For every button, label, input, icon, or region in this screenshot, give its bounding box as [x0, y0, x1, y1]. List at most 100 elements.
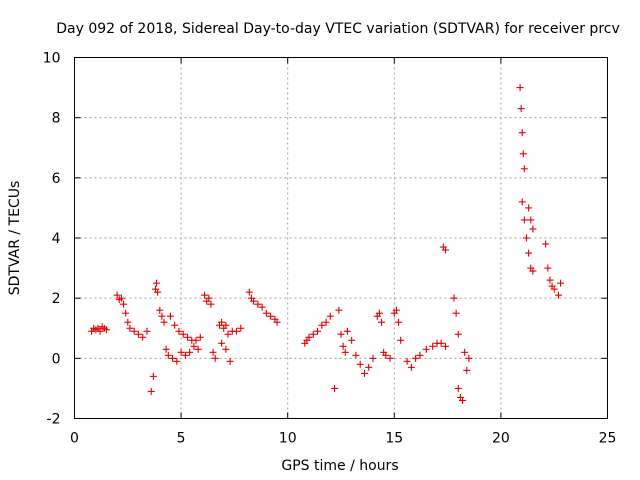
data-point — [375, 309, 383, 317]
data-point — [518, 198, 526, 206]
y-tick-label: -2 — [47, 412, 61, 428]
data-point — [520, 165, 528, 173]
data-point — [518, 129, 526, 137]
data-point — [96, 327, 104, 335]
data-point — [162, 345, 170, 353]
data-point — [207, 300, 215, 308]
data-point — [153, 279, 161, 287]
x-tick-label: 10 — [279, 431, 297, 447]
data-point — [196, 333, 204, 341]
data-point — [527, 216, 535, 224]
data-point — [309, 330, 317, 338]
data-point — [102, 326, 110, 334]
data-point — [218, 339, 226, 347]
data-point — [318, 321, 326, 329]
data-point — [525, 249, 533, 257]
x-axis-label: GPS time / hours — [281, 458, 398, 474]
data-point — [441, 342, 449, 350]
x-tick-label: 20 — [492, 431, 510, 447]
data-point — [542, 240, 550, 248]
data-point — [262, 309, 270, 317]
data-point — [209, 348, 217, 356]
data-point — [454, 330, 462, 338]
data-point — [529, 267, 537, 275]
data-point — [331, 384, 339, 392]
data-point — [416, 351, 424, 359]
data-point — [164, 351, 172, 359]
data-point — [386, 354, 394, 362]
data-point — [516, 84, 524, 92]
data-point — [314, 327, 322, 335]
data-point — [397, 336, 405, 344]
data-point — [461, 348, 469, 356]
data-point — [465, 354, 473, 362]
data-point — [224, 330, 232, 338]
data-point — [422, 345, 430, 353]
data-point — [529, 225, 537, 233]
data-point — [139, 333, 147, 341]
chart-title: Day 092 of 2018, Sidereal Day-to-day VTE… — [56, 21, 620, 37]
data-point — [305, 333, 313, 341]
axis-ticks — [74, 57, 608, 419]
data-point — [183, 333, 191, 341]
data-point — [130, 327, 138, 335]
data-point — [557, 279, 565, 287]
data-point — [158, 312, 166, 320]
data-point — [412, 354, 420, 362]
data-point — [360, 369, 368, 377]
y-tick-labels: -2 0 2 4 6 8 10 — [43, 51, 61, 428]
y-tick-label: 2 — [52, 291, 61, 307]
data-point — [173, 357, 181, 365]
y-axis-label: SDTVAR / TECUs — [7, 181, 23, 296]
data-point — [218, 318, 226, 326]
data-point — [166, 312, 174, 320]
data-point — [192, 336, 200, 344]
y-tick-label: 10 — [43, 51, 61, 67]
data-point — [117, 294, 125, 302]
data-point — [233, 327, 241, 335]
data-point — [186, 348, 194, 356]
data-point — [517, 105, 525, 113]
data-point — [339, 342, 347, 350]
data-points — [88, 84, 565, 404]
y-tick-label: 0 — [52, 351, 61, 367]
data-point — [113, 291, 121, 299]
data-point — [175, 327, 183, 335]
data-point — [322, 318, 330, 326]
x-tick-labels: 0 5 10 15 20 25 — [70, 431, 616, 447]
data-point — [352, 351, 360, 359]
data-point — [273, 318, 281, 326]
data-point — [437, 339, 445, 347]
data-point — [201, 291, 209, 299]
data-point — [459, 396, 467, 404]
data-point — [143, 327, 151, 335]
data-point — [267, 312, 275, 320]
data-point — [120, 300, 128, 308]
data-point — [544, 264, 552, 272]
data-point — [124, 318, 132, 326]
data-point — [177, 348, 185, 356]
data-point — [525, 204, 533, 212]
data-point — [378, 318, 386, 326]
data-point — [335, 306, 343, 314]
data-point — [222, 345, 230, 353]
data-point — [395, 318, 403, 326]
data-point — [222, 321, 230, 329]
data-point — [341, 348, 349, 356]
data-point — [403, 357, 411, 365]
data-point — [254, 300, 262, 308]
data-point — [160, 318, 168, 326]
data-point — [245, 288, 253, 296]
data-point — [250, 297, 258, 305]
data-point — [429, 342, 437, 350]
data-point — [365, 363, 373, 371]
data-point — [343, 327, 351, 335]
data-point — [326, 312, 334, 320]
y-tick-label: 8 — [52, 111, 61, 127]
data-point — [237, 324, 245, 332]
x-tick-label: 15 — [385, 431, 403, 447]
data-point — [226, 357, 234, 365]
data-point — [519, 150, 527, 158]
data-point — [149, 372, 157, 380]
